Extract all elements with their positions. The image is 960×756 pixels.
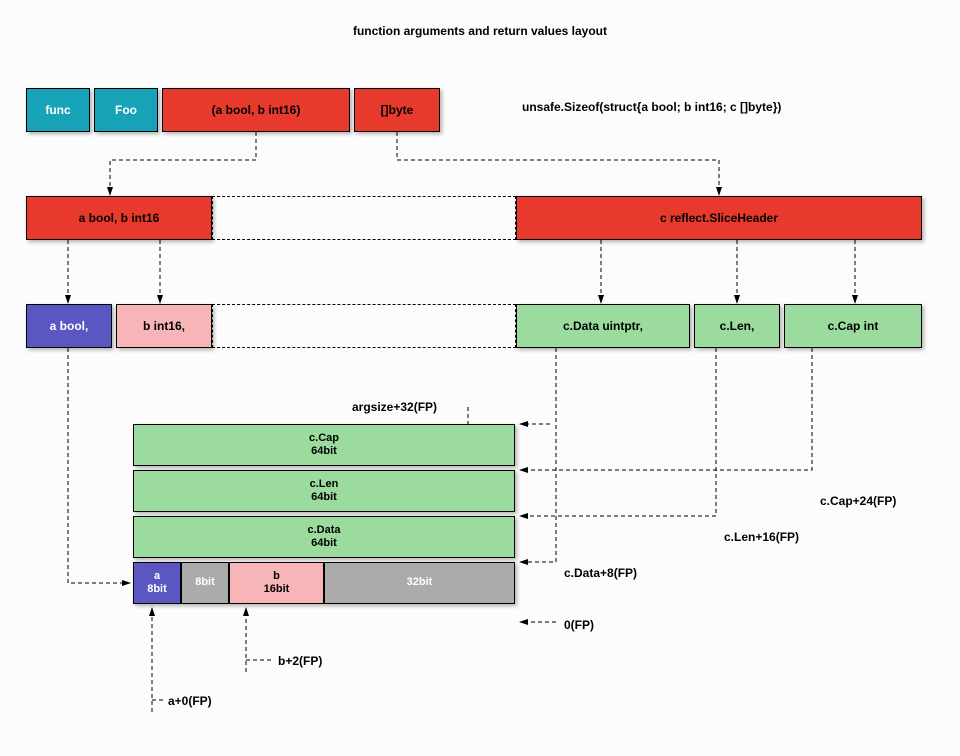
label-fp0: 0(FP) [564, 618, 594, 632]
stack-grey8: 8bit [181, 562, 229, 604]
sizeof-label: unsafe.Sizeof(struct{a bool; b int16; c … [522, 100, 781, 114]
box-c: c reflect.SliceHeader [516, 196, 922, 240]
box-ccap: c.Cap int [784, 304, 922, 348]
dash-row3 [212, 304, 516, 348]
diagram-title: function arguments and return values lay… [0, 24, 960, 38]
label-data8: c.Data+8(FP) [564, 566, 637, 580]
box-ret: []byte [354, 88, 440, 132]
box-clen: c.Len, [694, 304, 780, 348]
label-argsize: argsize+32(FP) [352, 400, 437, 414]
box-b: b int16, [116, 304, 212, 348]
stack-data: c.Data 64bit [133, 516, 515, 558]
box-foo: Foo [94, 88, 158, 132]
dash-row2 [212, 196, 516, 240]
box-cdata: c.Data uintptr, [516, 304, 690, 348]
box-args: (a bool, b int16) [162, 88, 350, 132]
label-b2fp: b+2(FP) [278, 654, 322, 668]
stack-grey32: 32bit [324, 562, 515, 604]
box-func: func [26, 88, 90, 132]
stack-cap: c.Cap 64bit [133, 424, 515, 466]
stack-a: a 8bit [133, 562, 181, 604]
label-a0fp: a+0(FP) [168, 694, 212, 708]
label-len16: c.Len+16(FP) [724, 530, 799, 544]
box-a: a bool, [26, 304, 112, 348]
box-ab: a bool, b int16 [26, 196, 212, 240]
label-cap24: c.Cap+24(FP) [820, 494, 896, 508]
stack-b: b 16bit [229, 562, 324, 604]
stack-len: c.Len 64bit [133, 470, 515, 512]
